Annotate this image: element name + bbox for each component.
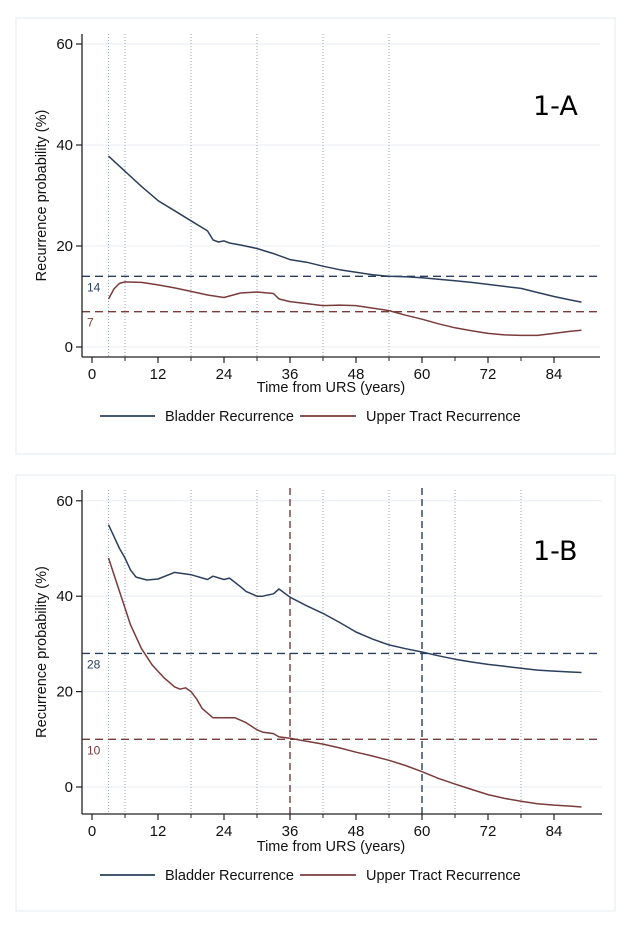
legend-label: Bladder Recurrence (165, 409, 294, 425)
x-tick-label: 12 (150, 823, 167, 840)
reference-line-label: 14 (87, 280, 101, 294)
y-tick-label: 60 (56, 36, 73, 53)
x-tick-label: 48 (348, 823, 365, 840)
x-tick-label: 72 (480, 366, 497, 383)
y-axis-title: Recurrence probability (%) (34, 566, 50, 738)
legend-label: Upper Tract Recurrence (366, 409, 521, 425)
panel-frame (15, 474, 616, 912)
reference-line-label: 7 (87, 316, 94, 330)
series-line-bladder-recurrence (107, 524, 582, 674)
series-line-upper-tract-recurrence (107, 557, 582, 808)
x-tick-label: 24 (216, 366, 233, 383)
x-tick-label: 60 (414, 366, 431, 383)
y-tick-label: 40 (56, 137, 73, 154)
x-tick-label: 48 (348, 366, 365, 383)
reference-line-label: 10 (87, 743, 101, 757)
legend-item: Upper Tract Recurrence (300, 409, 521, 425)
x-tick-label: 0 (88, 366, 96, 383)
x-axis-title: Time from URS (years) (257, 839, 406, 855)
legend-item: Bladder Recurrence (100, 409, 294, 425)
reference-line-label: 28 (87, 657, 101, 671)
series-line-bladder-recurrence (107, 155, 582, 303)
x-tick-label: 36 (282, 366, 299, 383)
x-tick-label: 24 (216, 823, 233, 840)
y-tick-label: 20 (56, 684, 73, 701)
x-tick-label: 60 (414, 823, 431, 840)
x-axis-title: Time from URS (years) (257, 380, 406, 396)
y-tick-label: 40 (56, 588, 73, 605)
x-tick-label: 36 (282, 823, 299, 840)
chart-panel-1-b: 28 10 0 20 40 60 0 12 24 36 48 60 72 84 Time from URS … (15, 474, 616, 912)
x-tick-label: 72 (480, 823, 497, 840)
y-axis-title: Recurrence probability (%) (34, 110, 50, 282)
legend-item: Upper Tract Recurrence (300, 868, 521, 884)
y-tick-label: 20 (56, 238, 73, 255)
x-tick-label: 0 (88, 823, 96, 840)
series-line-upper-tract-recurrence (107, 281, 582, 337)
x-tick-label: 84 (546, 366, 563, 383)
y-tick-label: 0 (65, 779, 73, 796)
panel-label: 1-B (533, 536, 577, 567)
x-tick-label: 84 (546, 823, 563, 840)
panel-label: 1-A (533, 91, 578, 122)
legend-label: Bladder Recurrence (165, 868, 294, 884)
y-tick-label: 0 (65, 339, 73, 356)
legend-item: Bladder Recurrence (100, 868, 294, 884)
panel-frame (15, 17, 616, 455)
legend-label: Upper Tract Recurrence (366, 868, 521, 884)
y-tick-label: 60 (56, 493, 73, 510)
x-tick-label: 12 (150, 366, 167, 383)
